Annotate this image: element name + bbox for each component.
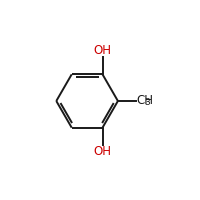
Text: 3: 3 xyxy=(145,98,150,107)
Text: OH: OH xyxy=(94,44,112,57)
Text: OH: OH xyxy=(94,145,112,158)
Text: CH: CH xyxy=(137,94,154,107)
